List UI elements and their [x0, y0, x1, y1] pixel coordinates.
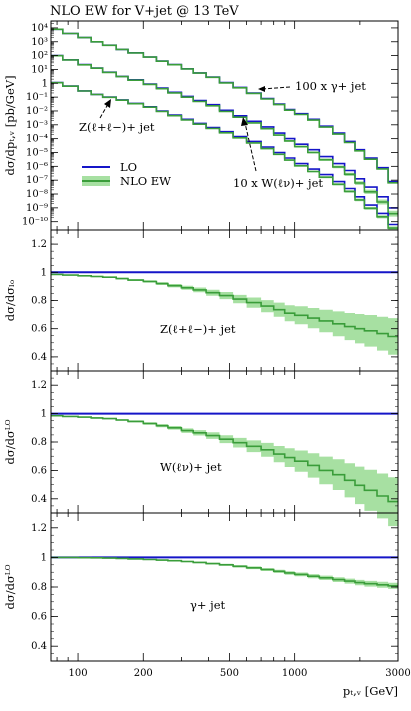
ratio-y-axis-label: dσ/dσᴸᴼ — [3, 564, 17, 609]
y-tick-label: 0.4 — [31, 641, 47, 652]
nlo-ratio-line — [51, 556, 398, 587]
x-tick-label: 500 — [220, 668, 239, 679]
y-tick-label: 0.6 — [31, 465, 47, 476]
x-tick-label: 3000 — [385, 668, 410, 679]
x-axis-label: pₜ,ᵥ [GeV] — [343, 684, 398, 698]
x-tick-label: 100 — [69, 668, 88, 679]
y-tick-label: 0.8 — [31, 437, 47, 448]
y-tick-label: 0.4 — [31, 352, 47, 363]
y-tick-label: 10⁻² — [26, 106, 48, 117]
nlo-ratio-line — [51, 414, 398, 503]
y-tick-label: 1.2 — [31, 380, 47, 391]
ratio-y-axis-label: dσ/dσₗₒ — [3, 280, 17, 322]
annotation-z: Z(ℓ+ℓ−)+ jet — [79, 120, 155, 134]
y-tick-label: 10⁻⁵ — [26, 147, 48, 158]
y-tick-label: 0.8 — [31, 582, 47, 593]
ratio-y-axis-label: dσ/dσᴸᴼ — [3, 419, 17, 464]
x-axis: 100 200 500 1000 3000 pₜ,ᵥ [GeV] — [69, 668, 411, 698]
y-tick-label: 10⁻⁸ — [26, 189, 48, 200]
nlo-uncertainty-band — [51, 274, 398, 355]
nlo-series-line — [51, 81, 398, 229]
annotation-gamma: 100 x γ+ jet — [295, 79, 366, 93]
ratio-panel-label: W(ℓν)+ jet — [160, 460, 222, 474]
nlo-series-line — [51, 54, 398, 215]
spectrum-panel: 10⁴ 10³ 10² 10¹ 1 10⁻¹ 10⁻² 10⁻³ 10⁻⁴ 10⁻⁵ 10⁻⁶ 10⁻… — [3, 20, 399, 231]
annotation-arrow — [99, 103, 109, 119]
nlo-uncertainty-band — [51, 29, 398, 184]
y-tick-label: 1 — [41, 409, 47, 420]
annotation-arrow — [244, 122, 257, 172]
y-tick-label: 10⁻⁹ — [26, 203, 48, 214]
ratio-panel-2: 0.4 0.6 0.8 1 1.2 dσ/dσᴸᴼ W(ℓν)+ jet — [3, 370, 399, 527]
y-tick-label: 1 — [41, 267, 47, 278]
y-tick-label: 10⁻¹⁰ — [22, 217, 48, 228]
ratio-panel-label: γ+ jet — [190, 598, 226, 612]
ratio-panel-3: 0.4 0.6 0.8 1 1.2 dσ/dσᴸᴼ γ+ jet — [3, 512, 399, 662]
y-tick-label: 10⁻¹ — [26, 92, 48, 103]
nlo-uncertainty-band — [51, 82, 398, 230]
y-tick-label: 0.6 — [31, 612, 47, 623]
y-tick-label: 0.6 — [31, 324, 47, 335]
y-tick-label: 1 — [42, 78, 48, 89]
annotation-arrow — [261, 86, 291, 90]
y-tick-label: 10⁻³ — [26, 120, 48, 131]
legend-label-nlo: NLO EW — [120, 174, 171, 188]
arrowhead — [241, 117, 248, 126]
nlo-uncertainty-band — [51, 557, 398, 589]
nlo-series-line — [51, 28, 398, 184]
y-tick-label: 10⁻⁷ — [26, 175, 48, 186]
arrowhead — [258, 86, 265, 92]
y-tick-label: 10² — [31, 51, 48, 62]
y-tick-label: 1 — [41, 552, 47, 563]
x-tick-label: 200 — [134, 668, 153, 679]
y-tick-label: 1.2 — [31, 523, 47, 534]
y-tick-label: 1.2 — [31, 239, 47, 250]
y-axis-label: dσ/dpₜ,ᵥ [pb/GeV] — [3, 75, 17, 175]
y-tick-label: 10¹ — [31, 64, 48, 75]
y-tick-label: 10³ — [31, 37, 48, 48]
panel-frame — [50, 512, 399, 662]
annotation-w: 10 x W(ℓν)+ jet — [233, 176, 323, 190]
y-tick-label: 0.4 — [31, 494, 47, 505]
lo-series-line — [51, 81, 398, 226]
panel-frame — [50, 229, 399, 372]
x-tick-label: 1000 — [282, 668, 307, 679]
legend-label-lo: LO — [120, 160, 137, 174]
y-tick-label: 0.8 — [31, 296, 47, 307]
ratio-panel-1: 0.4 0.6 0.8 1 1.2 dσ/dσₗₒ Z(ℓ+ℓ−)+ jet — [3, 229, 399, 372]
ratio-panel-label: Z(ℓ+ℓ−)+ jet — [160, 322, 236, 336]
nlo-uncertainty-band — [51, 415, 398, 527]
lo-series-line — [51, 28, 398, 183]
y-tick-label: 10⁻⁴ — [26, 134, 48, 145]
figure-title: NLO EW for V+jet @ 13 TeV — [50, 4, 239, 19]
y-tick-label: 10⁴ — [31, 23, 48, 34]
nlo-ratio-line — [51, 273, 398, 338]
y-tick-label: 10⁻⁶ — [26, 161, 48, 172]
arrowhead — [104, 99, 111, 108]
